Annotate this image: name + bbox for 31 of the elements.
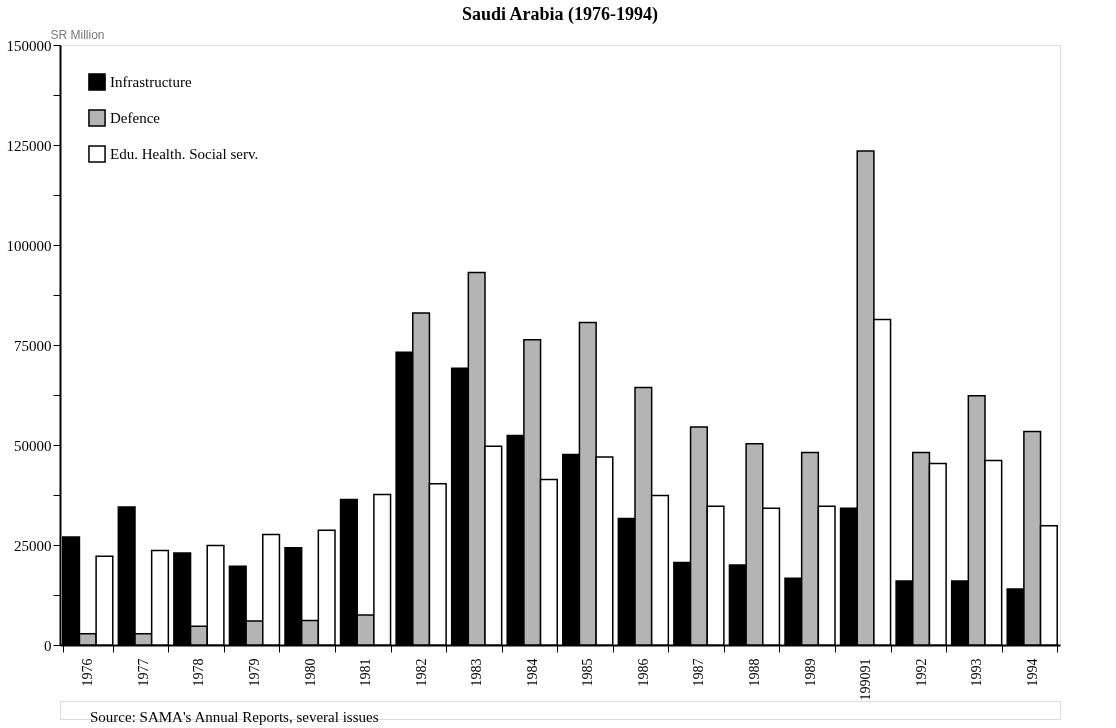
x-tick-label: 1981 [358, 658, 374, 687]
x-tick-label: 1984 [524, 658, 540, 687]
x-tick-label: 1985 [580, 658, 596, 687]
x-tick-label: 1976 [80, 658, 96, 687]
x-tick-label: 1982 [413, 658, 429, 687]
y-tick-label: 50000 [14, 437, 52, 454]
x-tick-label: 1983 [469, 658, 485, 687]
y-tick-label: 25000 [14, 537, 52, 554]
x-tick-label: 1977 [135, 658, 151, 687]
x-tick-label: 1992 [913, 658, 929, 687]
legend-label: Edu. Health. Social serv. [110, 146, 259, 162]
x-tick-label: 1978 [191, 658, 207, 687]
y-tick-label: 125000 [6, 137, 52, 154]
x-tick-label: 1986 [635, 658, 651, 687]
x-tick-label: 1989 [802, 658, 818, 687]
x-tick-label: 1988 [746, 658, 762, 687]
legend-label: Infrastructure [110, 74, 192, 90]
chart-title: Saudi Arabia (1976-1994) [461, 4, 659, 25]
x-tick-label: 1987 [691, 658, 707, 687]
x-tick-label: 199091 [858, 658, 874, 701]
y-tick-label: 100000 [6, 237, 52, 254]
x-tick-label: 1994 [1024, 658, 1040, 687]
x-tick-label: 1980 [302, 658, 318, 687]
y-axis-title: SR Million [50, 27, 105, 42]
y-tick-label: 0 [44, 637, 52, 654]
x-tick-label: 1993 [969, 658, 985, 687]
source-note: Source: SAMA's Annual Reports, several issues [90, 709, 379, 725]
legend-label: Defence [110, 110, 161, 126]
y-tick-label: 75000 [14, 337, 52, 354]
y-tick-label: 150000 [6, 37, 52, 54]
x-tick-label: 1979 [246, 658, 262, 687]
